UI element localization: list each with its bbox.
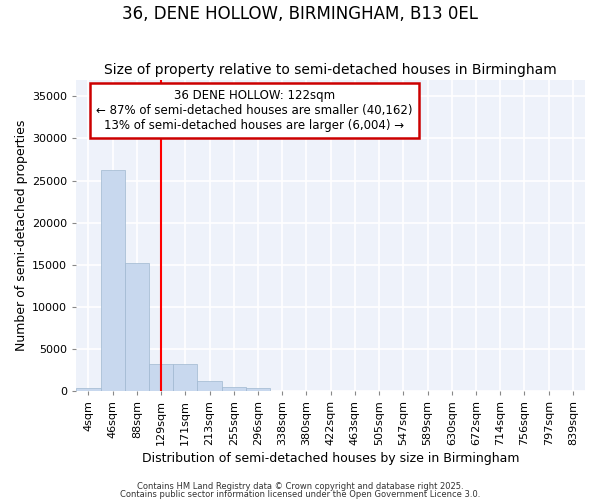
Y-axis label: Number of semi-detached properties: Number of semi-detached properties <box>15 120 28 351</box>
X-axis label: Distribution of semi-detached houses by size in Birmingham: Distribution of semi-detached houses by … <box>142 452 520 465</box>
Title: Size of property relative to semi-detached houses in Birmingham: Size of property relative to semi-detach… <box>104 63 557 77</box>
Bar <box>197 381 221 391</box>
Text: Contains public sector information licensed under the Open Government Licence 3.: Contains public sector information licen… <box>120 490 480 499</box>
Bar <box>246 388 270 391</box>
Text: 36, DENE HOLLOW, BIRMINGHAM, B13 0EL: 36, DENE HOLLOW, BIRMINGHAM, B13 0EL <box>122 5 478 23</box>
Bar <box>149 364 173 391</box>
Text: 36 DENE HOLLOW: 122sqm
← 87% of semi-detached houses are smaller (40,162)
13% of: 36 DENE HOLLOW: 122sqm ← 87% of semi-det… <box>96 89 413 132</box>
Text: Contains HM Land Registry data © Crown copyright and database right 2025.: Contains HM Land Registry data © Crown c… <box>137 482 463 491</box>
Bar <box>101 170 125 391</box>
Bar <box>76 388 101 391</box>
Bar <box>173 364 197 391</box>
Bar <box>125 263 149 391</box>
Bar <box>221 386 246 391</box>
